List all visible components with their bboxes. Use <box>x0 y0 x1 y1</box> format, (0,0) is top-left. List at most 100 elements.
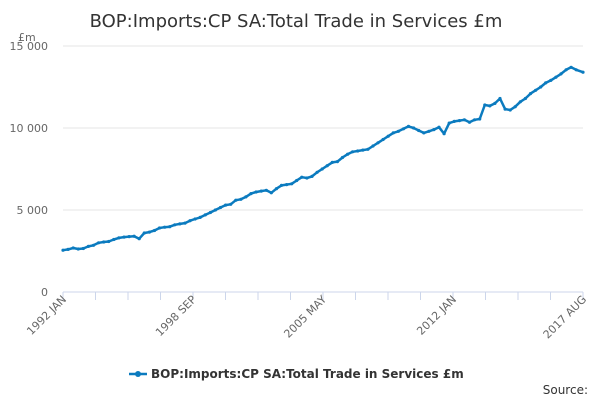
data-point[interactable] <box>112 237 116 242</box>
data-point[interactable] <box>554 75 558 79</box>
data-point[interactable] <box>462 118 466 122</box>
data-point[interactable] <box>330 160 334 164</box>
data-point[interactable] <box>467 120 472 124</box>
data-point[interactable] <box>401 127 406 131</box>
data-point[interactable] <box>406 124 411 128</box>
data-point[interactable] <box>523 96 528 101</box>
data-point[interactable] <box>320 167 324 171</box>
data-point[interactable] <box>107 239 111 244</box>
data-point[interactable] <box>366 147 370 151</box>
data-point[interactable] <box>218 205 223 210</box>
data-point[interactable] <box>417 128 421 133</box>
data-point[interactable] <box>61 248 65 252</box>
data-point[interactable] <box>117 236 121 240</box>
data-point[interactable] <box>447 121 451 125</box>
data-point[interactable] <box>422 131 426 135</box>
data-point[interactable] <box>381 137 385 142</box>
data-point[interactable] <box>351 150 355 154</box>
data-point[interactable] <box>203 213 207 217</box>
data-point[interactable] <box>163 225 167 229</box>
data-point[interactable] <box>581 70 585 74</box>
data-point[interactable] <box>173 223 177 227</box>
data-point[interactable] <box>213 208 217 212</box>
data-point[interactable] <box>442 132 446 136</box>
data-point[interactable] <box>473 118 477 122</box>
data-point[interactable] <box>513 105 517 109</box>
data-point[interactable] <box>478 117 482 121</box>
data-point[interactable] <box>157 226 162 230</box>
data-point[interactable] <box>137 237 141 241</box>
data-point[interactable] <box>168 225 172 229</box>
data-point[interactable] <box>544 81 548 85</box>
data-point[interactable] <box>386 134 390 138</box>
data-point[interactable] <box>305 176 309 180</box>
data-point[interactable] <box>396 129 400 133</box>
data-point[interactable] <box>295 178 299 183</box>
data-point[interactable] <box>376 141 380 145</box>
data-point[interactable] <box>279 183 284 187</box>
data-point[interactable] <box>518 100 522 104</box>
data-point[interactable] <box>432 128 436 132</box>
data-point[interactable] <box>534 88 538 92</box>
data-point[interactable] <box>457 119 461 123</box>
data-point[interactable] <box>224 203 228 207</box>
data-point[interactable] <box>208 210 212 215</box>
data-point[interactable] <box>66 247 70 251</box>
legend[interactable]: BOP:Imports:CP SA:Total Trade in Service… <box>129 367 464 381</box>
data-point[interactable] <box>310 174 314 178</box>
data-point[interactable] <box>528 92 533 96</box>
data-point[interactable] <box>427 129 431 133</box>
data-point[interactable] <box>503 107 507 111</box>
data-point[interactable] <box>564 68 568 72</box>
data-point[interactable] <box>574 68 578 72</box>
data-point[interactable] <box>371 144 375 148</box>
data-point[interactable] <box>142 231 146 235</box>
data-point[interactable] <box>259 189 263 193</box>
data-point[interactable] <box>102 240 106 244</box>
data-point[interactable] <box>81 246 85 251</box>
data-point[interactable] <box>498 96 502 101</box>
data-point[interactable] <box>300 175 304 179</box>
data-point[interactable] <box>391 131 395 135</box>
data-point[interactable] <box>249 192 253 196</box>
data-point[interactable] <box>127 235 131 239</box>
data-point[interactable] <box>325 164 329 168</box>
data-point[interactable] <box>483 103 487 107</box>
data-point[interactable] <box>183 221 187 225</box>
data-point[interactable] <box>264 188 268 192</box>
data-point[interactable] <box>559 72 563 76</box>
data-point[interactable] <box>290 182 294 186</box>
data-point[interactable] <box>239 197 243 201</box>
data-point[interactable] <box>178 222 182 226</box>
data-point[interactable] <box>437 125 441 129</box>
data-point[interactable] <box>315 170 319 174</box>
data-point[interactable] <box>193 217 197 221</box>
data-point[interactable] <box>254 190 258 194</box>
data-point[interactable] <box>188 219 192 223</box>
data-point[interactable] <box>493 101 497 105</box>
data-point[interactable] <box>356 149 360 153</box>
data-point[interactable] <box>152 228 157 233</box>
data-point[interactable] <box>122 235 126 239</box>
data-point[interactable] <box>539 85 543 89</box>
data-point[interactable] <box>86 244 90 248</box>
data-point[interactable] <box>97 241 101 245</box>
data-point[interactable] <box>71 246 75 250</box>
data-point[interactable] <box>198 215 202 219</box>
data-point[interactable] <box>488 104 492 108</box>
data-point[interactable] <box>285 183 289 187</box>
data-point[interactable] <box>549 78 553 82</box>
data-point[interactable] <box>340 155 345 160</box>
data-point[interactable] <box>508 108 512 112</box>
data-point[interactable] <box>244 195 248 199</box>
data-point[interactable] <box>274 187 278 191</box>
data-point[interactable] <box>132 234 136 238</box>
data-point[interactable] <box>452 119 456 123</box>
data-point[interactable] <box>147 230 151 234</box>
data-point[interactable] <box>234 198 238 202</box>
legend-item-label[interactable]: BOP:Imports:CP SA:Total Trade in Service… <box>151 367 464 381</box>
data-point[interactable] <box>229 202 233 206</box>
data-point[interactable] <box>412 126 416 130</box>
data-point[interactable] <box>76 247 80 251</box>
data-point[interactable] <box>269 191 273 195</box>
